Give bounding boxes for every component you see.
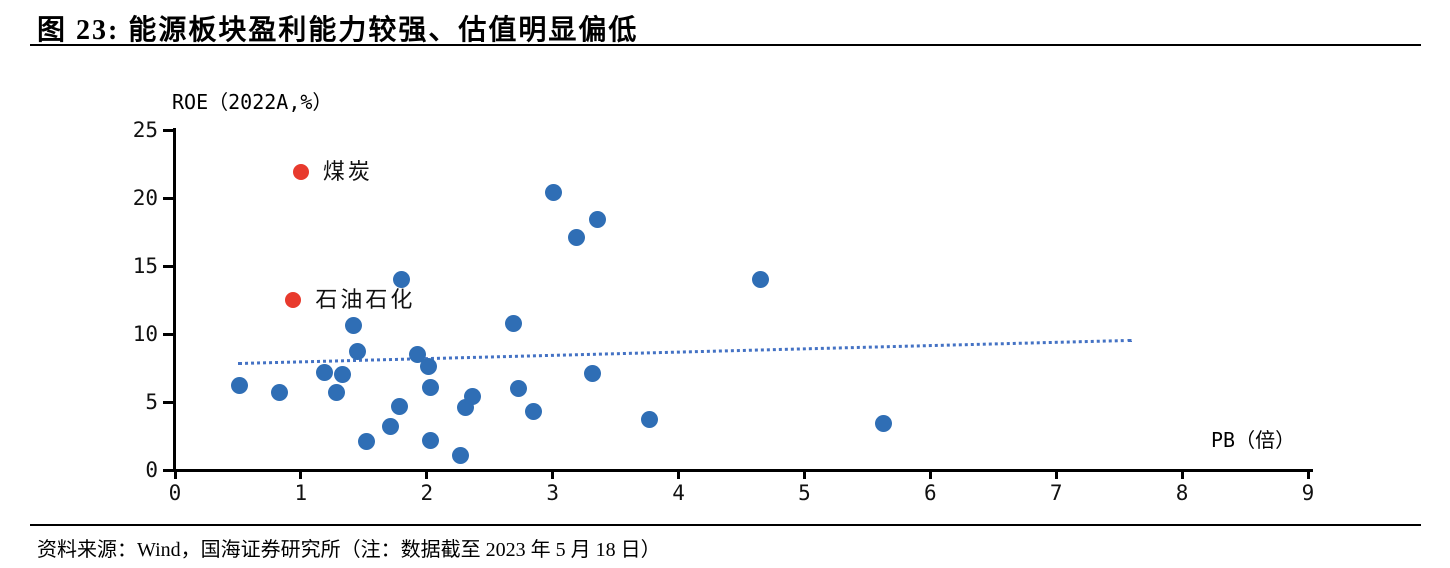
x-tick-label: 8	[1175, 481, 1189, 505]
source-divider	[30, 524, 1421, 526]
x-axis-line	[173, 469, 1313, 472]
trend-line	[237, 338, 1132, 365]
scatter-point-blue	[327, 383, 345, 401]
scatter-point-blue	[381, 417, 399, 435]
scatter-point-blue	[751, 271, 769, 289]
scatter-point-blue	[568, 228, 586, 246]
x-tick-mark	[1180, 470, 1184, 479]
scatter-point-blue	[452, 446, 470, 464]
x-tick-label: 3	[546, 481, 559, 505]
scatter-point-blue	[584, 364, 602, 382]
scatter-point-blue	[409, 345, 427, 363]
scatter-point-blue	[589, 211, 607, 229]
y-axis-title: ROE（2022A,%）	[172, 90, 333, 114]
scatter-point-red	[285, 292, 302, 308]
x-tick-mark	[928, 470, 932, 479]
x-tick-mark	[299, 470, 303, 479]
x-tick-label: 2	[420, 481, 434, 505]
scatter-point-blue	[419, 358, 437, 376]
scatter-point-blue	[357, 432, 375, 450]
y-tick-mark	[163, 468, 175, 472]
x-tick-label: 6	[924, 481, 937, 505]
scatter-point-blue	[316, 363, 334, 381]
y-tick-mark	[163, 196, 175, 200]
x-tick-mark	[173, 470, 177, 479]
x-tick-label: 5	[798, 481, 811, 505]
figure-title: 图 23: 能源板块盈利能力较强、估值明显偏低	[37, 15, 639, 46]
x-tick-mark	[677, 470, 681, 479]
scatter-point-blue	[333, 366, 351, 384]
x-tick-label: 4	[672, 481, 685, 505]
x-tick-mark	[1306, 470, 1310, 479]
x-axis-title: PB（倍）	[1211, 428, 1296, 452]
y-tick-label: 5	[145, 390, 158, 414]
scatter-point-blue	[875, 415, 893, 433]
scatter-point-blue	[422, 378, 440, 396]
x-tick-mark	[802, 470, 806, 479]
scatter-point-blue	[270, 383, 288, 401]
scatter-point-blue	[393, 271, 411, 289]
source-note: 资料来源：Wind，国海证券研究所（注：数据截至 2023 年 5 月 18 日…	[37, 539, 661, 561]
x-tick-mark	[551, 470, 555, 479]
y-tick-label: 20	[132, 186, 158, 210]
y-tick-label: 15	[132, 254, 158, 278]
y-tick-mark	[163, 332, 175, 336]
scatter-point-blue	[505, 314, 523, 332]
y-tick-label: 25	[132, 118, 158, 142]
x-tick-label: 7	[1049, 481, 1063, 505]
scatter-point-blue	[545, 184, 563, 202]
scatter-point-blue	[345, 317, 363, 335]
scatter-point-blue	[230, 377, 248, 395]
x-tick-label: 9	[1301, 481, 1315, 505]
y-tick-label: 0	[145, 458, 158, 482]
x-tick-label: 1	[294, 481, 308, 505]
scatter-point-blue	[422, 431, 440, 449]
scatter-point-blue	[641, 411, 659, 429]
title-divider	[30, 44, 1421, 46]
y-tick-mark	[163, 264, 175, 268]
point-label: 煤炭	[322, 159, 373, 185]
scatter-point-blue	[525, 403, 543, 421]
y-tick-label: 10	[132, 322, 158, 346]
x-tick-mark	[425, 470, 429, 479]
y-axis-line	[173, 128, 176, 472]
x-tick-label: 0	[168, 481, 182, 505]
y-tick-mark	[163, 128, 175, 132]
scatter-point-blue	[349, 343, 367, 361]
scatter-point-blue	[390, 397, 408, 415]
scatter-point-blue	[463, 388, 481, 406]
y-tick-mark	[163, 400, 175, 404]
scatter-point-blue	[510, 379, 528, 397]
x-tick-mark	[1054, 470, 1058, 479]
point-label: 石油石化	[315, 287, 416, 312]
scatter-point-red	[292, 164, 309, 181]
